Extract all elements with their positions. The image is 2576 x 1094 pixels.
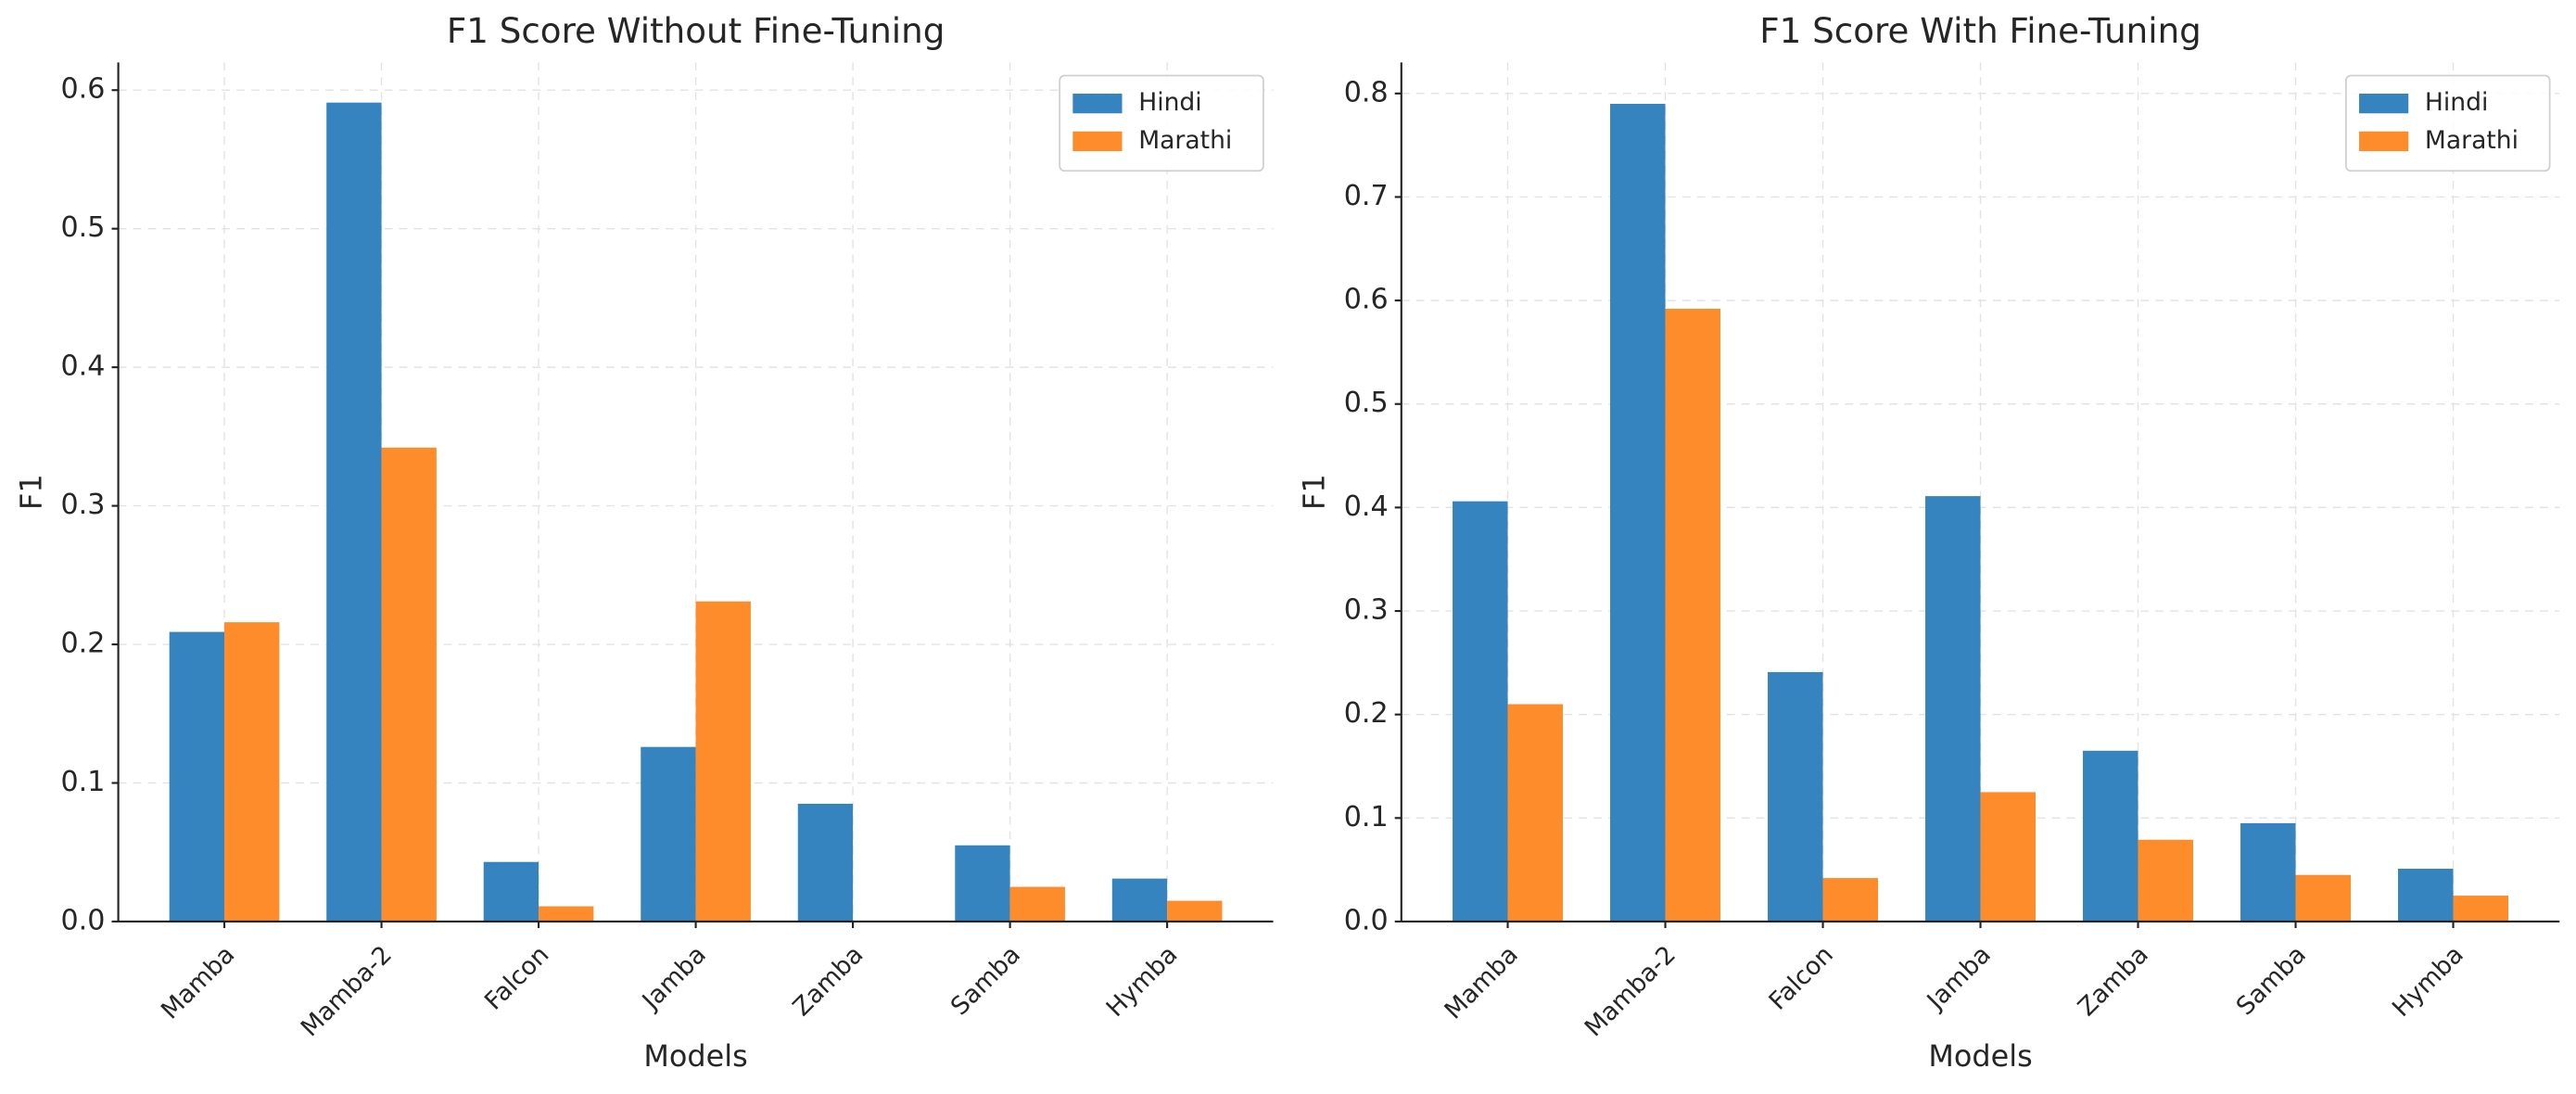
bar [2295,874,2352,922]
x-tick-label: Mamba [156,940,240,1024]
y-tick-label: 0.1 [1344,801,1389,833]
bar [539,906,594,922]
bar [1453,501,1508,922]
bar [224,622,280,922]
y-tick-label: 0.4 [61,350,106,383]
bar [1665,309,1721,922]
legend-label: Hindi [1138,88,1201,117]
x-tick-label: Jamba [636,940,712,1016]
legend-label: Marathi [2425,126,2519,155]
bar [1822,878,1879,922]
chart-title: F1 Score Without Fine-Tuning [447,10,945,51]
x-tick-label: Mamba-2 [1580,940,1681,1042]
y-tick-label: 0.4 [1344,490,1389,523]
bar [2398,869,2454,922]
x-tick-label: Samba [2231,940,2312,1021]
x-tick-label: Falcon [1763,940,1839,1015]
x-axis-label: Models [643,1038,747,1074]
bar [169,631,225,922]
y-tick-label: 0.6 [61,73,106,106]
y-tick-label: 0.7 [1344,180,1389,212]
x-tick-label: Zamba [787,940,869,1022]
y-tick-label: 0.5 [1344,387,1389,419]
bar [641,746,696,922]
bar [2138,839,2194,922]
bar [1768,671,1823,922]
legend-swatch [1072,93,1123,114]
y-tick-label: 0.8 [1344,76,1389,108]
legend-swatch [2359,93,2409,114]
legend-swatch [2359,131,2409,152]
bar [1167,900,1223,922]
legend-swatch [1072,131,1123,152]
bar [1009,886,1065,922]
y-axis-label: F1 [13,474,48,510]
bar [2240,822,2296,922]
y-axis-label: F1 [1297,474,1332,510]
x-tick-label: Mamba-2 [296,940,398,1042]
x-tick-label: Hymba [1101,940,1184,1023]
bar [695,601,751,922]
bar [1925,496,1981,922]
bar [2083,750,2138,922]
x-tick-label: Hymba [2387,940,2469,1023]
x-tick-label: Jamba [1921,940,1997,1016]
y-tick-label: 0.5 [61,211,106,244]
x-axis-label: Models [1928,1038,2032,1074]
bar [955,845,1010,922]
x-tick-label: Falcon [479,940,555,1015]
y-tick-label: 0.6 [1344,284,1389,316]
y-tick-label: 0.2 [1344,697,1389,730]
bar [381,447,437,922]
bar [1610,103,1666,922]
y-tick-label: 0.1 [61,766,106,798]
y-tick-label: 0.0 [61,904,106,936]
bar [326,102,382,922]
y-tick-label: 0.2 [61,628,106,660]
bar [1507,704,1564,922]
y-tick-label: 0.3 [1344,594,1389,627]
y-tick-label: 0.3 [61,489,106,521]
y-tick-label: 0.0 [1344,904,1389,936]
bar [797,803,854,922]
bar [2453,896,2509,922]
legend-label: Marathi [1138,126,1232,155]
bar [1980,792,2037,922]
bar [1111,878,1168,922]
x-tick-label: Mamba [1439,940,1523,1024]
x-tick-label: Zamba [2073,940,2154,1022]
chart-title: F1 Score With Fine-Tuning [1759,10,2202,51]
bar [483,861,539,922]
legend-label: Hindi [2425,88,2488,117]
x-tick-label: Samba [945,940,1026,1021]
